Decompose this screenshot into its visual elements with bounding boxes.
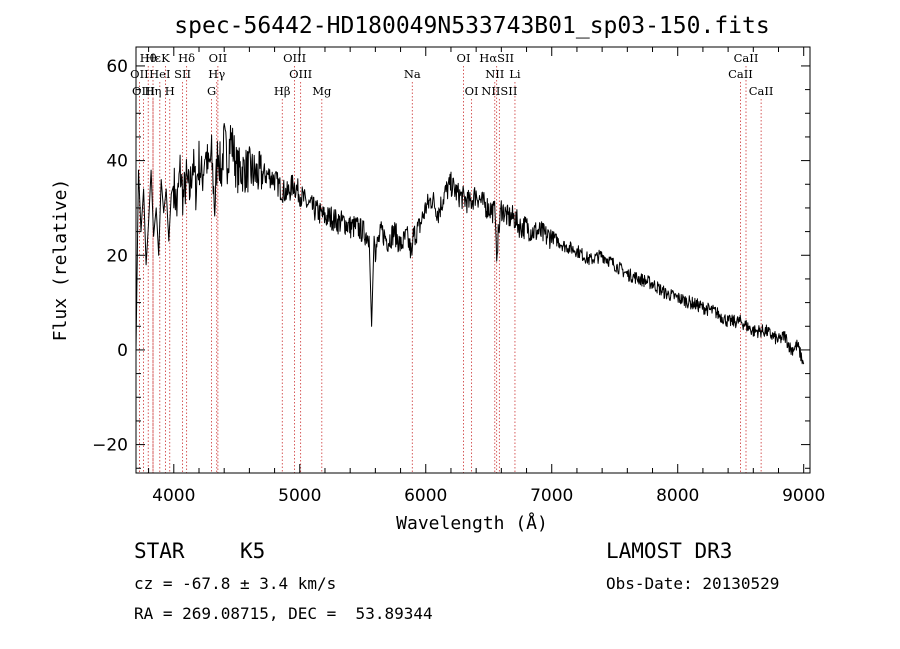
line-label-lines_mid-3: Hγ <box>208 67 225 81</box>
line-label-lines_top-4: OII <box>209 51 228 65</box>
line-label-lines_mid-5: Na <box>404 67 421 81</box>
y-tick-label-1: 0 <box>117 341 128 361</box>
y-tick-label-0: −20 <box>92 436 128 456</box>
x-tick-label-0: 4000 <box>152 486 195 506</box>
y-tick-label-2: 20 <box>106 246 128 266</box>
x-axis-label: Wavelength (Å) <box>396 512 548 534</box>
line-label-lines_bot-1: Hη <box>145 84 162 98</box>
y-tick-label-4: 60 <box>106 57 128 77</box>
y-tick-label-3: 40 <box>106 152 128 172</box>
line-label-lines_bot-6: OI <box>465 84 479 98</box>
line-label-lines_top-1: Hε <box>145 51 161 65</box>
line-label-lines_top-5: OIII <box>283 51 306 65</box>
plot-frame <box>135 46 811 474</box>
line-label-lines_top-3: Hδ <box>178 51 195 65</box>
line-label-lines_bot-4: Hβ <box>274 84 291 98</box>
x-tick-label-5: 9000 <box>782 486 825 506</box>
line-label-lines_mid-7: Li <box>509 67 521 81</box>
line-label-lines_bot-0: OIII <box>132 84 155 98</box>
y-axis-label: Flux (relative) <box>50 179 71 342</box>
line-label-lines_bot-7: NIISII <box>481 84 517 98</box>
x-tick-label-4: 8000 <box>656 486 699 506</box>
coordinates: RA = 269.08715, DEC = 53.89344 <box>134 604 433 623</box>
line-label-lines_mid-1: HeI <box>149 67 170 81</box>
object-subclass: K5 <box>240 539 266 563</box>
plot-area <box>135 123 805 365</box>
line-label-lines_top-0: Hθ <box>140 51 157 65</box>
x-tick-label-2: 6000 <box>404 486 447 506</box>
axes-ticks: 4000 5000 6000 7000 8000 9000 −20 0 20 40 60 <box>92 47 825 506</box>
line-label-lines_top-8: CaII <box>734 51 759 65</box>
line-label-lines_bot-8: CaII <box>749 84 774 98</box>
x-tick-label-3: 7000 <box>530 486 573 506</box>
chart-title: spec-56442-HD180049N533743B01_sp03-150.f… <box>174 13 769 39</box>
x-tick-label-1: 5000 <box>278 486 321 506</box>
line-label-lines_mid-6: NII <box>485 67 504 81</box>
line-label-lines_bot-3: G <box>207 84 216 98</box>
line-label-lines_bot-2: H <box>165 84 175 98</box>
line-label-lines_top-6: OI <box>457 51 471 65</box>
line-label-lines_mid-2: SII <box>174 67 191 81</box>
redshift-cz: cz = -67.8 ± 3.4 km/s <box>134 574 337 593</box>
line-label-lines_mid-0: OII <box>130 67 149 81</box>
line-label-lines_mid-8: CaII <box>728 67 753 81</box>
spectrum-line <box>135 123 805 365</box>
line-label-lines_bot-5: Mg <box>312 84 332 98</box>
line-label-lines_top-7: HαSII <box>479 51 514 65</box>
obs-date: Obs-Date: 20130529 <box>606 574 780 593</box>
survey-name: LAMOST DR3 <box>606 539 733 563</box>
line-label-lines_top-2: K <box>161 51 170 65</box>
line-label-lines_mid-4: OIII <box>289 67 312 81</box>
object-class: STAR <box>134 539 185 563</box>
